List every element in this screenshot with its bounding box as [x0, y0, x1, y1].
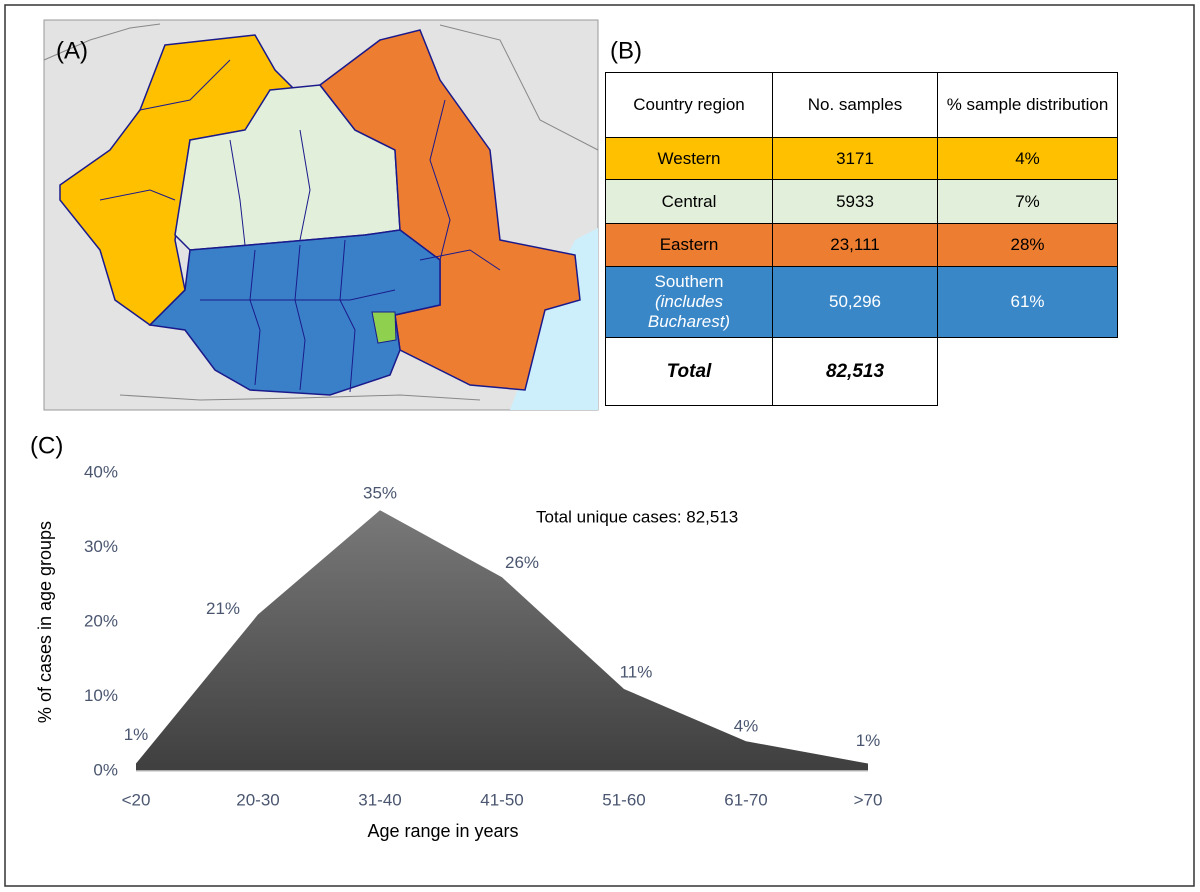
x-tick-label: <20	[122, 790, 151, 809]
y-tick-label: 40%	[84, 462, 118, 481]
total-samples: 82,513	[772, 337, 938, 406]
header-cell: No. samples	[772, 72, 938, 138]
table-header: Country region No. samples % sample dist…	[605, 72, 1118, 138]
y-axis-title: % of cases in age groups	[35, 521, 55, 723]
y-tick-label: 10%	[84, 686, 118, 705]
panel-label: (B)	[610, 37, 642, 64]
x-tick-label: 41-50	[480, 790, 523, 809]
x-tick-label: 51-60	[602, 790, 645, 809]
value-label: 26%	[505, 553, 539, 572]
border-line	[119, 394, 481, 401]
share-cell: 61%	[937, 266, 1118, 338]
table-row: Southern (includes Bucharest) 50,296 61%	[605, 266, 1118, 338]
y-tick-label: 0%	[93, 760, 118, 779]
table-row: Eastern 23,111 28%	[605, 223, 1118, 267]
samples-cell: 5933	[772, 179, 938, 224]
x-tick-label: 31-40	[358, 790, 401, 809]
value-label: 1%	[856, 731, 881, 750]
total-label: Total	[605, 337, 773, 406]
table-row: Western 3171 4%	[605, 137, 1118, 180]
annotation: Total unique cases: 82,513	[536, 507, 738, 526]
header-cell: % sample distribution	[937, 72, 1118, 138]
empty-cell	[938, 338, 1118, 406]
region-cell: Central	[605, 179, 773, 224]
share-cell: 7%	[937, 179, 1118, 224]
bucharest	[371, 311, 397, 344]
figure-border	[4, 4, 1195, 887]
value-label: 1%	[124, 725, 149, 744]
x-tick-label: 61-70	[724, 790, 767, 809]
y-tick-label: 20%	[84, 611, 118, 630]
x-axis-title: Age range in years	[367, 821, 518, 841]
region-name: Southern	[654, 272, 724, 291]
x-tick-label: >70	[854, 790, 883, 809]
region-note: (includes Bucharest)	[647, 292, 731, 331]
share-cell: 28%	[937, 223, 1118, 267]
value-label: 21%	[206, 599, 240, 618]
map	[43, 19, 599, 411]
table-row: Central 5933 7%	[605, 179, 1118, 224]
area	[136, 510, 868, 771]
samples-cell: 3171	[772, 137, 938, 180]
border-line	[43, 23, 161, 61]
share-cell: 4%	[937, 137, 1118, 180]
samples-cell: 23,111	[772, 223, 938, 267]
y-tick-label: 30%	[84, 537, 118, 556]
sample-table: Country region No. samples % sample dist…	[605, 72, 1118, 406]
table-total-row: Total 82,513	[605, 337, 1118, 406]
value-label: 11%	[620, 663, 653, 682]
value-label: 35%	[363, 484, 397, 503]
value-label: 4%	[734, 717, 759, 736]
border-line	[439, 24, 599, 151]
x-tick-label: 20-30	[236, 790, 279, 809]
panel-label: (A)	[56, 37, 88, 64]
region-cell: Eastern	[605, 223, 773, 267]
southern-region	[148, 229, 441, 396]
county-lines	[99, 59, 501, 393]
region-cell: Western	[605, 137, 773, 180]
region-cell: Southern (includes Bucharest)	[605, 266, 773, 338]
header-cell: Country region	[605, 72, 773, 138]
samples-cell: 50,296	[772, 266, 938, 338]
panel-label: (C)	[30, 432, 63, 459]
